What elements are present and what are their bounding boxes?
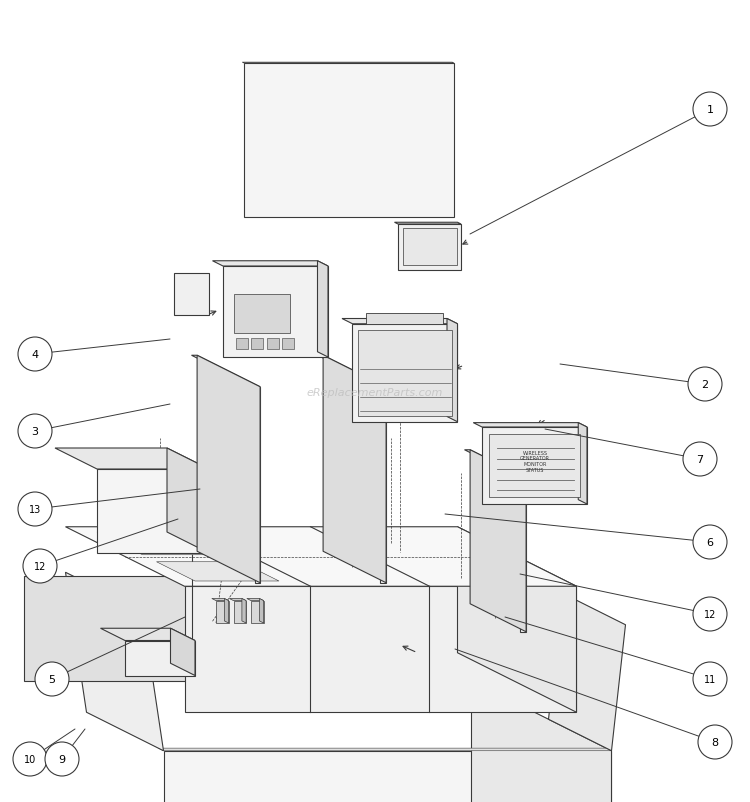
Polygon shape (65, 573, 164, 751)
Polygon shape (164, 751, 611, 802)
Polygon shape (167, 448, 209, 553)
Polygon shape (216, 601, 229, 623)
Polygon shape (170, 629, 195, 675)
Polygon shape (358, 330, 452, 417)
Polygon shape (251, 601, 263, 623)
Polygon shape (458, 527, 577, 712)
Polygon shape (473, 423, 587, 427)
Text: 4: 4 (32, 350, 38, 359)
Polygon shape (191, 356, 260, 387)
Polygon shape (224, 599, 229, 623)
Text: 7: 7 (697, 455, 703, 464)
Polygon shape (247, 599, 263, 601)
Polygon shape (464, 450, 526, 478)
Polygon shape (367, 314, 443, 324)
Polygon shape (520, 478, 526, 632)
Text: 9: 9 (58, 754, 65, 764)
Circle shape (35, 662, 69, 696)
Polygon shape (23, 576, 472, 681)
Polygon shape (472, 681, 611, 802)
Polygon shape (100, 629, 195, 641)
Polygon shape (197, 356, 260, 583)
Text: 11: 11 (704, 674, 716, 684)
Polygon shape (211, 599, 229, 601)
Polygon shape (158, 748, 611, 751)
Polygon shape (447, 319, 458, 422)
Polygon shape (125, 641, 195, 675)
Polygon shape (482, 427, 587, 504)
Text: WIRELESS
GENERATOR
MONITOR
STATUS: WIRELESS GENERATOR MONITOR STATUS (520, 450, 550, 472)
Text: 12: 12 (704, 610, 716, 619)
Polygon shape (317, 261, 328, 358)
Circle shape (698, 725, 732, 759)
Polygon shape (236, 338, 248, 350)
Circle shape (693, 662, 727, 696)
Circle shape (693, 597, 727, 631)
Circle shape (18, 492, 52, 526)
Circle shape (693, 525, 727, 559)
Polygon shape (251, 338, 263, 350)
Polygon shape (254, 387, 260, 583)
Polygon shape (55, 448, 209, 469)
Text: 8: 8 (712, 737, 718, 747)
Polygon shape (157, 562, 279, 581)
Polygon shape (244, 64, 454, 217)
Polygon shape (242, 63, 454, 64)
Text: 3: 3 (32, 427, 38, 436)
Text: eReplacementParts.com: eReplacementParts.com (307, 387, 443, 398)
Text: 13: 13 (29, 504, 41, 514)
Polygon shape (174, 273, 209, 316)
Polygon shape (398, 225, 461, 270)
Text: 6: 6 (706, 537, 713, 547)
Polygon shape (352, 324, 458, 422)
Text: 12: 12 (34, 561, 46, 571)
Polygon shape (260, 599, 263, 623)
Circle shape (18, 338, 52, 371)
Text: 2: 2 (701, 379, 709, 390)
Polygon shape (548, 593, 626, 751)
Polygon shape (212, 261, 328, 267)
Polygon shape (97, 533, 226, 555)
Text: 10: 10 (24, 754, 36, 764)
Circle shape (23, 549, 57, 583)
Circle shape (45, 742, 79, 776)
Polygon shape (230, 599, 246, 601)
Polygon shape (234, 295, 290, 334)
Polygon shape (578, 423, 587, 504)
Polygon shape (380, 387, 386, 583)
Circle shape (688, 367, 722, 402)
Circle shape (693, 93, 727, 127)
Polygon shape (242, 599, 246, 623)
Polygon shape (489, 435, 580, 497)
Polygon shape (223, 267, 328, 358)
Polygon shape (323, 356, 386, 583)
Text: 1: 1 (706, 105, 713, 115)
Circle shape (683, 443, 717, 476)
Polygon shape (97, 469, 209, 553)
Polygon shape (267, 338, 279, 350)
Circle shape (18, 415, 52, 448)
Polygon shape (470, 450, 526, 632)
Circle shape (13, 742, 47, 776)
Polygon shape (342, 319, 458, 324)
Polygon shape (233, 601, 246, 623)
Polygon shape (282, 338, 294, 350)
Polygon shape (394, 223, 461, 225)
Polygon shape (403, 229, 457, 266)
Text: 5: 5 (49, 674, 55, 684)
Polygon shape (184, 586, 577, 712)
Polygon shape (317, 356, 386, 387)
Polygon shape (65, 527, 577, 586)
